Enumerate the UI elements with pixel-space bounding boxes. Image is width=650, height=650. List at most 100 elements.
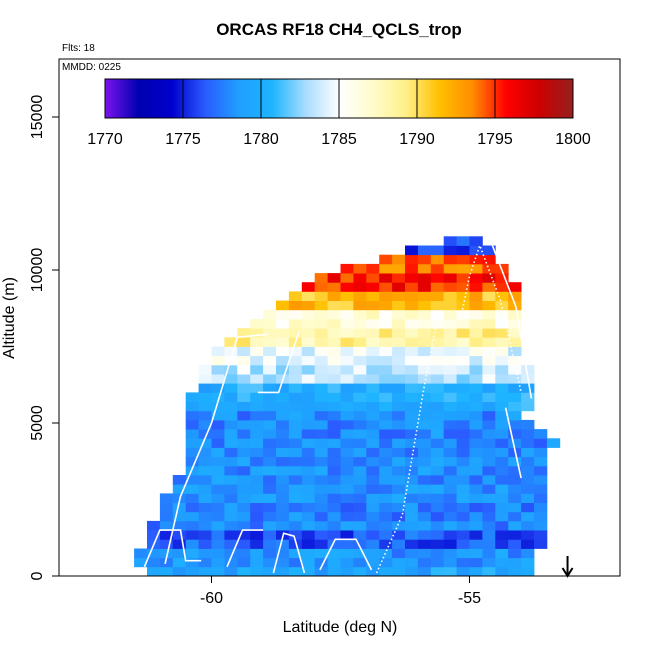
heatmap-cell [469, 419, 483, 430]
heatmap-cell [495, 484, 509, 494]
heatmap-cell [314, 392, 328, 402]
heatmap-cell [288, 520, 303, 531]
heatmap-cell [366, 328, 380, 338]
flight-track [143, 529, 202, 568]
heatmap-cell [224, 465, 238, 476]
heatmap-cell [443, 383, 457, 393]
heatmap-cell [392, 475, 406, 485]
heatmap-cell [482, 291, 496, 301]
heatmap-cell [534, 511, 548, 522]
heatmap-cell [392, 319, 406, 329]
flight-track [489, 239, 533, 399]
x-axis: -60 -55 [200, 576, 481, 607]
heatmap-cell [392, 346, 406, 357]
heatmap-cell [495, 282, 509, 292]
heatmap-cell [353, 429, 367, 439]
flight-track [226, 529, 264, 568]
heatmap-cell [469, 374, 483, 384]
heatmap-cell [379, 392, 393, 402]
heatmap-cell [237, 374, 251, 384]
heatmap-cell [430, 520, 445, 531]
heatmap-cell [379, 502, 393, 513]
heatmap-cell [288, 447, 303, 458]
heatmap-cell [224, 557, 238, 568]
heatmap-cell [495, 300, 509, 311]
heatmap-cell [250, 374, 264, 384]
heatmap-cell [327, 539, 341, 549]
heatmap-cell [495, 419, 509, 430]
heatmap-cell [353, 557, 367, 568]
heatmap-cell [405, 383, 419, 393]
heatmap-cell [392, 337, 406, 347]
heatmap-cell [534, 456, 548, 467]
heatmap-cell [508, 530, 522, 540]
heatmap-cell [288, 438, 303, 448]
heatmap-cell [417, 392, 432, 402]
heatmap-cell [379, 557, 393, 568]
heatmap-cell [327, 456, 341, 467]
heatmap-cell [147, 548, 161, 559]
heatmap-cell [185, 410, 199, 421]
heatmap-cell [301, 566, 316, 577]
heatmap-cell [237, 364, 251, 375]
heatmap-cell [237, 502, 251, 513]
heatmap-cell [379, 282, 393, 292]
heatmap-cell [263, 511, 277, 522]
heatmap-cell [456, 511, 470, 522]
heatmap-cell [469, 300, 483, 311]
heatmap-cell [159, 548, 174, 559]
heatmap-cell [301, 364, 316, 375]
heatmap-cell [301, 291, 316, 301]
heatmap-cell [366, 410, 380, 421]
heatmap-cell [495, 456, 509, 467]
heatmap-cell [340, 484, 354, 494]
heatmap-cell [288, 410, 303, 421]
heatmap-cell [327, 557, 341, 568]
heatmap-cell [405, 300, 419, 311]
heatmap-cell [224, 419, 238, 430]
heatmap-cell [327, 484, 341, 494]
heatmap-cell [288, 511, 303, 522]
heatmap-cell [314, 493, 328, 503]
y-tick-label: 5000 [29, 405, 46, 441]
heatmap-cell [482, 465, 496, 476]
chart-title: ORCAS RF18 CH4_QCLS_trop [216, 20, 462, 39]
heatmap-cell [521, 475, 535, 485]
heatmap-cell [534, 465, 548, 476]
heatmap-cell [417, 447, 432, 458]
heatmap-cell [301, 419, 316, 430]
heatmap-cell [366, 566, 380, 577]
heatmap-cell [237, 429, 251, 439]
heatmap-cell [263, 520, 277, 531]
heatmap-cell [250, 530, 264, 540]
heatmap-cell [276, 502, 290, 513]
heatmap-cell [224, 447, 238, 458]
heatmap-cell [250, 392, 264, 402]
heatmap-cell [314, 566, 328, 577]
heatmap-cell [379, 484, 393, 494]
heatmap-cell [430, 346, 445, 357]
heatmap-cell [508, 548, 522, 559]
heatmap-cell [340, 465, 354, 476]
heatmap-cell [405, 364, 419, 375]
heatmap-cell [224, 392, 238, 402]
heatmap-cell [211, 520, 225, 531]
heatmap-cell [443, 530, 457, 540]
heatmap-cell [353, 548, 367, 559]
heatmap-cell [314, 456, 328, 467]
heatmap-cell [353, 566, 367, 577]
heatmap-cells [134, 236, 561, 577]
heatmap-cell [301, 557, 316, 568]
heatmap-cell [340, 309, 354, 320]
heatmap-cell [392, 502, 406, 513]
heatmap-cell [482, 364, 496, 375]
heatmap-cell [508, 291, 522, 301]
heatmap-cell [327, 319, 341, 329]
heatmap-cell [443, 282, 457, 292]
heatmap-cell [443, 309, 457, 320]
heatmap-cell [366, 447, 380, 458]
heatmap-cell [276, 475, 290, 485]
heatmap-cell [405, 520, 419, 531]
heatmap-cell [327, 548, 341, 559]
heatmap-cell [276, 456, 290, 467]
